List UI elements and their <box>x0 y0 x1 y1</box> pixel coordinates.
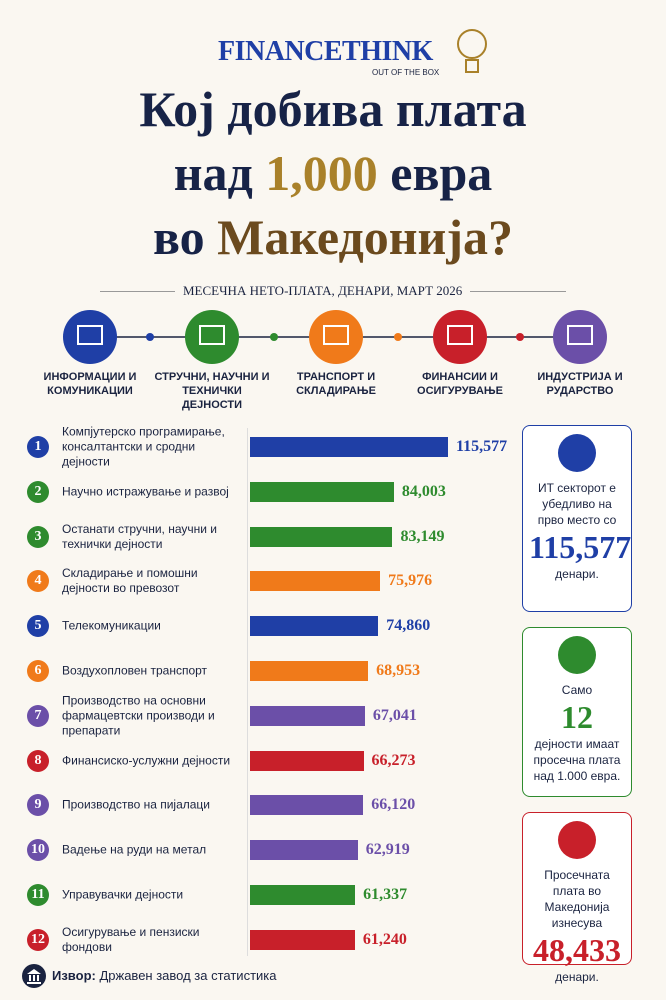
category-label: Воздухопловен транспорт <box>62 663 208 678</box>
value-label: 67,041 <box>372 706 417 724</box>
sector-label: ФИНАНСИИ И ОСИГУРУВАЊЕ <box>417 371 503 397</box>
value-label: 61,337 <box>363 886 408 903</box>
rank: 7 <box>27 704 49 727</box>
category-label: Телекомуникации <box>62 618 161 633</box>
category-label: Управувачки дејности <box>62 887 184 902</box>
category-label: Финансиско-услужни дејности <box>62 753 231 768</box>
value-label: 68,953 <box>376 662 421 679</box>
sector-strip <box>63 310 607 364</box>
sector-label: СТРУЧНИ, НАУЧНИ И ТЕХНИЧКИ ДЕЈНОСТИ <box>154 371 270 411</box>
rank: 10 <box>27 839 49 862</box>
sector-label: ТРАНСПОРТ И СКЛАДИРАЊЕ <box>296 371 376 397</box>
box-text: Просечната плата во Македонија изнесува <box>544 868 610 930</box>
value-label: 74,860 <box>386 617 431 635</box>
rank: 2 <box>27 480 49 503</box>
rank: 6 <box>27 660 49 682</box>
category-label: Останати стручни, научни и технички дејн… <box>62 521 218 551</box>
source-label: Извор: <box>52 968 96 983</box>
box-text: денари. <box>555 567 599 581</box>
source-text: Државен завод за статистика <box>99 968 277 983</box>
box-icon <box>558 434 596 472</box>
value-label: 83,149 <box>400 527 445 545</box>
sector-label: ИНФОРМАЦИИ И КОМУНИКАЦИИ <box>43 371 137 397</box>
category-label: Вадење на руди на метал <box>62 842 207 857</box>
sector-icon <box>553 310 607 364</box>
box-value: 12 <box>561 699 593 735</box>
box-icon <box>558 636 596 674</box>
info-box: Просечната плата во Македонија изнесува 4… <box>522 812 632 984</box>
bar <box>250 885 356 905</box>
sector-icon <box>185 310 239 364</box>
sector-glyph <box>447 325 473 345</box>
title-highlight: 1,000 <box>265 145 378 201</box>
value-label: 115,577 <box>456 438 508 455</box>
title-part: над <box>173 145 253 201</box>
bar <box>250 840 358 861</box>
value-label: 62,919 <box>365 841 410 859</box>
source: Извор: Државен завод за статистика <box>52 968 277 983</box>
bar <box>250 571 381 592</box>
box-icon <box>558 821 596 859</box>
box-value: 115,577 <box>529 529 632 565</box>
logo-bulb <box>457 29 487 73</box>
title-line: во Македонија? <box>0 208 666 266</box>
title-line: над 1,000 евра <box>0 144 666 202</box>
bar <box>250 795 364 816</box>
box-text: дејности имаат просечна плата над 1.000 … <box>533 737 621 783</box>
title-part: евра <box>390 145 493 201</box>
rank: 4 <box>27 570 49 593</box>
bar <box>250 705 365 726</box>
sector-glyph <box>323 325 349 345</box>
rank: 8 <box>27 749 49 772</box>
rank: 9 <box>27 794 49 817</box>
axis-line <box>247 428 248 956</box>
sector-icon <box>309 310 363 364</box>
source-icon <box>22 964 46 988</box>
sector-label: ИНДУСТРИЈА И РУДАРСТВО <box>537 371 623 397</box>
sector-glyph <box>567 325 593 345</box>
box-text: денари. <box>555 970 599 984</box>
logo-tagline: OUT OF THE BOX <box>372 68 440 77</box>
box-text: Само <box>561 683 593 697</box>
bar <box>250 616 379 637</box>
box-text: ИТ секторот е убедливо на прво место со <box>537 481 617 527</box>
rank: 5 <box>27 615 49 638</box>
value-label: 66,273 <box>371 751 416 769</box>
category-label: Научно истражување и развој <box>62 484 229 499</box>
logo: FINANCETHINK <box>218 36 433 67</box>
category-label: Осигурување и пензиски фондови <box>62 924 200 954</box>
sector-icon <box>63 310 117 364</box>
title-line: Кој добива плата <box>139 81 527 137</box>
sector-icon <box>433 310 487 364</box>
value-label: 75,976 <box>388 572 433 590</box>
category-label: Компјутерско програмирање, консалтантски… <box>62 424 225 469</box>
bar <box>250 929 355 950</box>
rank: 12 <box>27 928 49 951</box>
value-label: 66,120 <box>371 796 416 814</box>
title-highlight: Македонија? <box>217 209 514 265</box>
sector-glyph <box>77 325 103 345</box>
sector-glyph <box>199 325 225 345</box>
subtitle: МЕСЕЧНА НЕТО-ПЛАТА, ДЕНАРИ, МАРТ 2026 <box>175 283 471 299</box>
category-label: Производство на основни фармацевтски про… <box>62 693 215 738</box>
title-part: во <box>152 209 205 265</box>
category-label: Производство на пијалаци <box>62 797 211 812</box>
category-label: Складирање и помошни дејности во превозо… <box>62 566 198 596</box>
rank: 11 <box>27 884 49 906</box>
value-label: 84,003 <box>401 482 446 500</box>
info-box: Само 12 дејности имаат просечна плата над … <box>522 627 632 797</box>
info-box: ИТ секторот е убедливо на прво место со 1… <box>522 425 632 612</box>
value-label: 61,240 <box>362 930 407 948</box>
box-value: 48,433 <box>533 932 621 968</box>
rank: 3 <box>27 525 49 548</box>
bar <box>250 437 448 457</box>
bar <box>250 481 394 502</box>
bar <box>250 526 393 547</box>
bar <box>250 661 369 681</box>
bar <box>250 750 364 771</box>
rank: 1 <box>27 436 49 458</box>
